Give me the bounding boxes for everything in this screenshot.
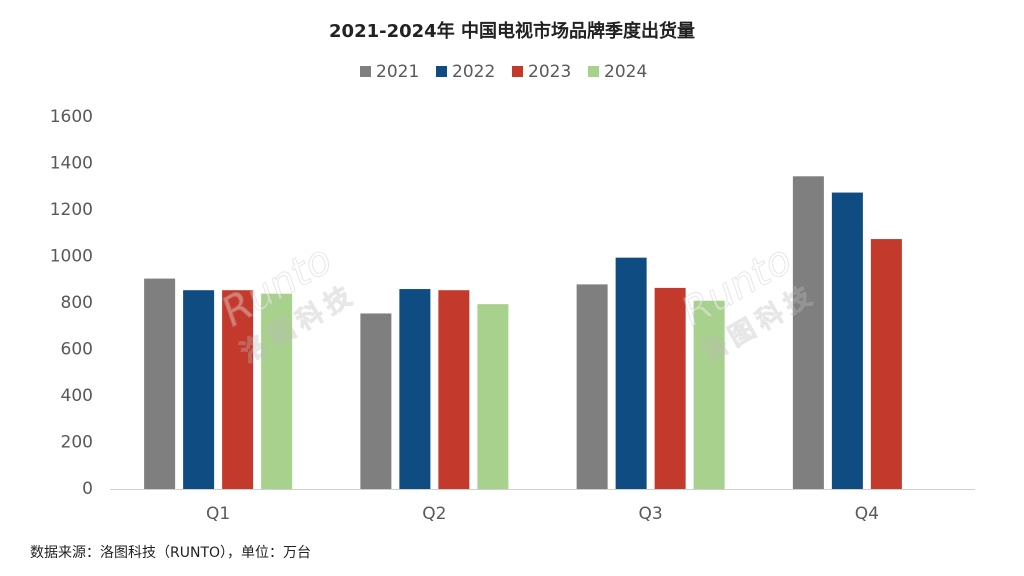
legend-label: 2021 bbox=[376, 62, 419, 82]
y-tick-label: 1600 bbox=[50, 107, 93, 127]
bar bbox=[222, 290, 254, 489]
bar bbox=[438, 290, 470, 489]
bar bbox=[870, 239, 902, 489]
bar bbox=[183, 290, 215, 489]
bar bbox=[477, 304, 509, 489]
bar bbox=[615, 257, 647, 489]
bar bbox=[261, 293, 293, 489]
y-tick-label: 400 bbox=[61, 386, 93, 406]
legend-swatch bbox=[360, 66, 371, 77]
y-tick-label: 200 bbox=[61, 433, 93, 453]
y-tick-label: 600 bbox=[61, 340, 93, 360]
bar bbox=[654, 287, 686, 489]
x-tick-label: Q3 bbox=[639, 504, 663, 524]
legend-label: 2024 bbox=[604, 62, 647, 82]
legend-swatch bbox=[512, 66, 523, 77]
y-tick-label: 1400 bbox=[50, 154, 93, 174]
source-note: 数据来源：洛图科技（RUNTO），单位：万台 bbox=[30, 545, 311, 561]
y-tick-label: 0 bbox=[82, 479, 93, 499]
bar bbox=[792, 176, 824, 489]
legend-swatch bbox=[436, 66, 447, 77]
bar bbox=[360, 313, 392, 489]
bar bbox=[144, 278, 176, 489]
bar bbox=[693, 300, 725, 489]
legend-swatch bbox=[588, 66, 599, 77]
y-tick-label: 800 bbox=[61, 293, 93, 313]
x-tick-label: Q4 bbox=[855, 504, 879, 524]
x-tick-label: Q2 bbox=[422, 504, 446, 524]
legend-label: 2022 bbox=[452, 62, 495, 82]
y-tick-label: 1000 bbox=[50, 247, 93, 267]
y-tick-label: 1200 bbox=[50, 200, 93, 220]
x-tick-label: Q1 bbox=[206, 504, 230, 524]
bar bbox=[576, 284, 608, 489]
bar bbox=[399, 289, 431, 489]
chart-title: 2021-2024年 中国电视市场品牌季度出货量 bbox=[329, 20, 695, 42]
bar bbox=[831, 192, 863, 489]
legend-label: 2023 bbox=[528, 62, 571, 82]
